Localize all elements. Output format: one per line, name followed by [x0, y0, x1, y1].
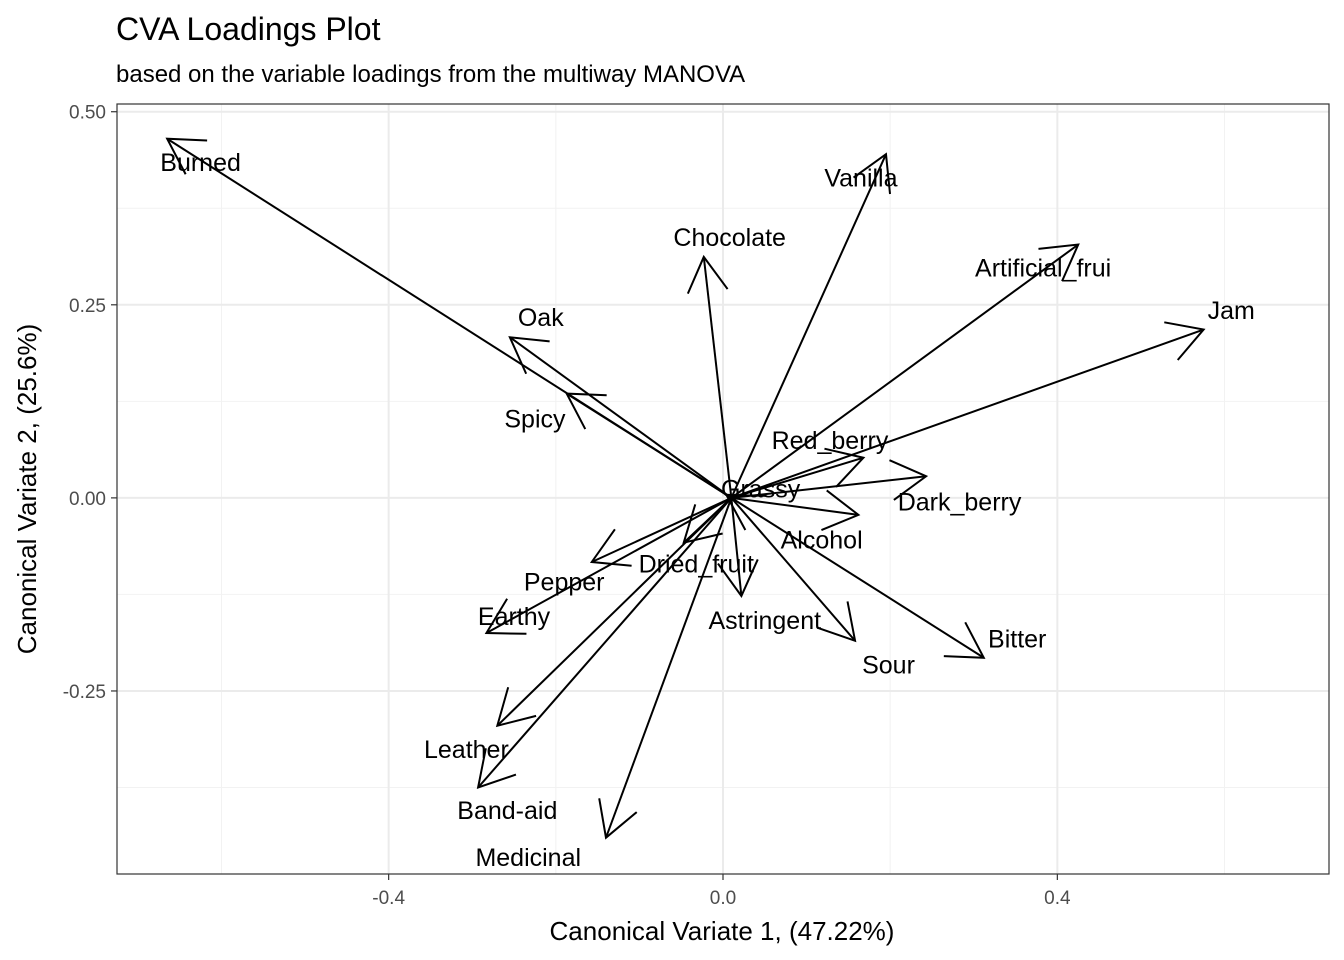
vector-shaft-band-aid: [477, 497, 733, 789]
y-tick-label: -0.25: [63, 682, 106, 703]
vector-head-red-berry: [824, 447, 866, 488]
vector-head-grassy: [724, 493, 767, 531]
vector-head-leather: [495, 686, 537, 728]
vector-label-alcohol: Alcohol: [781, 527, 863, 555]
vector-shaft-astringent: [730, 497, 743, 597]
x-axis-ticks: -0.4 0.0 0.4: [372, 874, 1071, 909]
vector-label-red-berry: Red_berry: [772, 427, 889, 455]
vector-band-aid: [476, 497, 733, 790]
vector-shaft-spicy: [566, 392, 732, 499]
vector-head-spicy: [565, 392, 607, 430]
vector-oak: [508, 336, 732, 499]
vector-head-oak: [508, 336, 550, 375]
loading-labels: Burned Vanilla Chocolate Artificial_frui Jam…: [160, 149, 1255, 872]
vector-head-band-aid: [476, 748, 517, 790]
vector-head-earthy: [484, 598, 527, 635]
vector-head-medicinal: [598, 798, 638, 840]
vector-label-dried-fruit: Dried_fruit: [639, 551, 754, 579]
vector-head-pepper: [589, 528, 632, 567]
vector-shaft-oak: [509, 336, 732, 499]
y-tick-label: 0.00: [69, 489, 106, 510]
y-axis-ticks: -0.25 0.00 0.25 0.50: [63, 103, 117, 703]
x-tick-label: 0.4: [1044, 888, 1071, 909]
vector-jam: [731, 321, 1206, 499]
vector-label-medicinal: Medicinal: [475, 844, 581, 872]
x-tick-label: 0.0: [710, 888, 736, 909]
vector-label-grassy: Grassy: [721, 476, 801, 504]
y-axis-label: Canonical Variate 2, (25.6%): [12, 324, 42, 654]
vector-label-leather: Leather: [424, 736, 509, 764]
vector-shaft-medicinal: [605, 497, 733, 839]
vector-head-dark-berry: [889, 459, 929, 501]
vector-head-vanilla: [852, 152, 892, 195]
vector-head-jam: [1164, 321, 1206, 361]
vector-artificial-frui: [730, 243, 1080, 499]
vector-label-dark-berry: Dark_berry: [898, 489, 1022, 517]
chart-subtitle: based on the variable loadings from the …: [116, 61, 745, 88]
vector-shaft-pepper: [591, 496, 732, 563]
chart-title: CVA Loadings Plot: [116, 11, 381, 47]
vector-label-chocolate: Chocolate: [673, 224, 786, 252]
vector-label-oak: Oak: [518, 304, 564, 332]
vector-astringent: [717, 497, 759, 598]
vector-label-spicy: Spicy: [504, 405, 566, 433]
vector-label-burned: Burned: [160, 149, 241, 177]
vector-dark-berry: [731, 459, 929, 501]
vector-shaft-bitter: [730, 497, 985, 659]
vector-shaft-sour: [730, 497, 856, 642]
vector-spicy: [565, 392, 732, 499]
vector-head-chocolate: [686, 254, 729, 295]
vector-head-alcohol: [821, 489, 861, 532]
vector-shaft-jam: [731, 328, 1204, 499]
vector-label-band-aid: Band-aid: [457, 797, 557, 825]
vector-sour: [730, 497, 857, 643]
major-gridlines: [117, 104, 1329, 874]
vector-shaft-alcohol: [731, 496, 859, 516]
vector-leather: [495, 497, 733, 728]
vector-medicinal: [598, 497, 733, 840]
vector-shaft-earthy: [485, 497, 732, 634]
vector-head-sour: [816, 601, 857, 643]
vector-shaft-red-berry: [731, 456, 864, 499]
loading-vectors: [165, 137, 1206, 840]
vector-label-pepper: Pepper: [524, 568, 605, 596]
vector-label-sour: Sour: [862, 652, 915, 680]
x-axis-label: Canonical Variate 1, (47.22%): [550, 916, 895, 946]
vector-red-berry: [731, 447, 866, 499]
vector-label-astringent: Astringent: [709, 607, 822, 635]
vector-shaft-vanilla: [730, 153, 887, 499]
vector-alcohol: [731, 489, 861, 532]
vector-label-artificial-frui: Artificial_frui: [975, 255, 1111, 283]
vector-pepper: [589, 496, 732, 567]
vector-shaft-artificial-frui: [730, 243, 1079, 499]
vector-label-earthy: Earthy: [478, 603, 551, 631]
vector-earthy: [484, 497, 732, 635]
vector-head-burned: [165, 137, 208, 175]
vector-shaft-chocolate: [702, 256, 733, 498]
x-tick-label: -0.4: [372, 888, 405, 909]
y-tick-label: 0.25: [69, 296, 106, 317]
vector-chocolate: [686, 254, 733, 498]
vector-shaft-dark-berry: [731, 475, 927, 499]
vector-label-bitter: Bitter: [988, 625, 1046, 653]
vector-head-artificial-frui: [1038, 243, 1080, 282]
vector-head-bitter: [943, 621, 986, 659]
vector-vanilla: [730, 152, 892, 499]
vector-head-astringent: [717, 559, 759, 598]
vector-bitter: [730, 497, 986, 659]
vector-label-jam: Jam: [1208, 297, 1255, 325]
y-tick-label: 0.50: [69, 103, 106, 124]
vector-shaft-leather: [496, 497, 733, 727]
vector-label-vanilla: Vanilla: [824, 164, 897, 192]
